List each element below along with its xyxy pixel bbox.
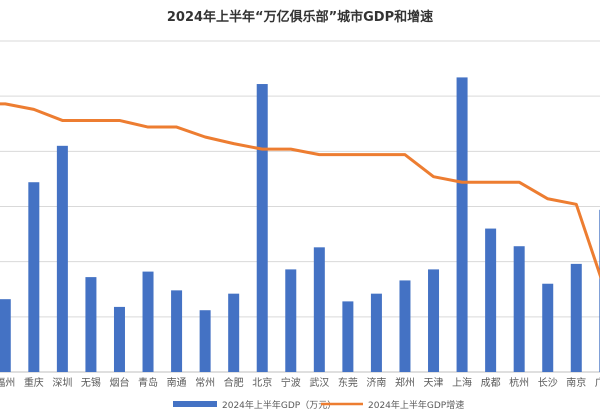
x-tick-label: 郑州 bbox=[395, 376, 415, 389]
bar bbox=[542, 283, 554, 372]
x-tick-label: 南通 bbox=[167, 376, 187, 389]
legend-bar-label: 2024年上半年GDP（万元） bbox=[222, 399, 336, 411]
x-tick-label: 东莞 bbox=[338, 376, 358, 389]
x-tick-label: 福州 bbox=[0, 376, 15, 389]
bar bbox=[56, 145, 68, 372]
bar bbox=[313, 247, 325, 372]
bar bbox=[370, 293, 382, 372]
bar bbox=[570, 263, 582, 372]
x-tick-label: 深圳 bbox=[52, 377, 72, 389]
legend-bar-swatch bbox=[173, 401, 217, 407]
x-tick-label: 南京 bbox=[566, 376, 586, 389]
x-tick-label: 济南 bbox=[366, 376, 386, 389]
legend: 2024年上半年GDP（万元） 2024年上半年GDP增速 bbox=[173, 399, 464, 411]
x-tick-label: 青岛 bbox=[138, 376, 158, 389]
bar bbox=[85, 277, 97, 372]
x-axis-tick-labels: 福州 重庆 深圳 无锡 烟台 青岛 南通 常州 合肥 北京 宁波 武汉 东莞 济南 郑州 天津 上海 成都 杭州 长沙… bbox=[0, 376, 600, 389]
bar bbox=[142, 271, 154, 372]
x-tick-label: 上海 bbox=[452, 376, 472, 389]
x-tick-label: 武汉 bbox=[309, 376, 329, 389]
x-tick-label: 北京 bbox=[252, 376, 272, 389]
x-tick-label: 烟台 bbox=[109, 376, 129, 389]
bar bbox=[485, 228, 497, 372]
bar bbox=[113, 306, 125, 372]
x-tick-label: 广州 bbox=[595, 377, 600, 389]
x-tick-label: 常州 bbox=[195, 376, 215, 389]
bar bbox=[285, 269, 297, 372]
bar bbox=[399, 280, 411, 372]
bar bbox=[228, 293, 240, 372]
line-series bbox=[0, 102, 600, 280]
bar bbox=[513, 246, 525, 372]
x-tick-label: 杭州 bbox=[509, 376, 529, 389]
bar bbox=[171, 290, 183, 372]
x-tick-label: 重庆 bbox=[24, 376, 44, 389]
x-tick-label: 宁波 bbox=[281, 376, 301, 389]
legend-line-label: 2024年上半年GDP增速 bbox=[368, 399, 464, 411]
bar bbox=[28, 182, 40, 372]
chart-title: 2024年上半年“万亿俱乐部”城市GDP和增速 bbox=[167, 9, 433, 25]
bar bbox=[342, 301, 354, 372]
x-tick-label: 成都 bbox=[481, 377, 501, 389]
x-tick-label: 长沙 bbox=[538, 377, 558, 389]
x-tick-label: 合肥 bbox=[224, 376, 244, 389]
bar bbox=[428, 269, 440, 372]
bar-series bbox=[0, 77, 600, 372]
bar bbox=[456, 77, 468, 372]
x-tick-label: 天津 bbox=[424, 377, 444, 389]
x-tick-label: 无锡 bbox=[81, 376, 101, 389]
bar bbox=[199, 310, 211, 372]
bar bbox=[256, 84, 268, 372]
bar bbox=[0, 299, 11, 372]
